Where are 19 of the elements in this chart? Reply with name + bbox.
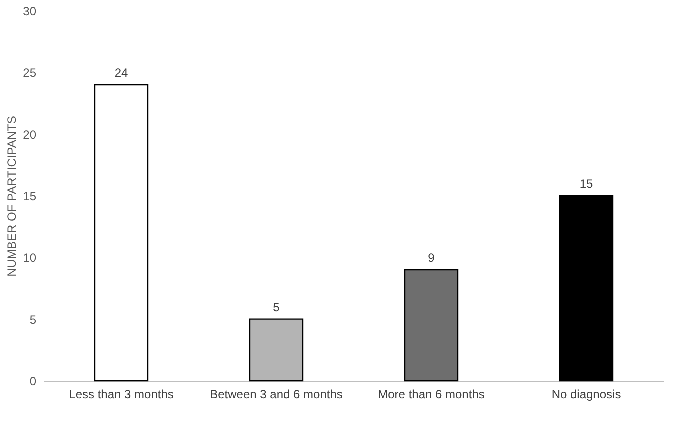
x-tick-label: No diagnosis — [552, 388, 622, 402]
bar — [94, 84, 149, 382]
y-tick-label: 30 — [23, 4, 37, 18]
data-label: 5 — [273, 300, 280, 314]
y-tick-label: 10 — [23, 251, 37, 266]
y-tick-label: 15 — [23, 190, 37, 204]
data-label: 24 — [114, 66, 128, 80]
data-label: 15 — [580, 177, 594, 191]
y-tick-label: 0 — [30, 374, 37, 388]
x-tick-label: Less than 3 months — [69, 388, 174, 402]
bar — [559, 195, 614, 382]
y-tick-label: 25 — [23, 66, 37, 80]
y-axis-title: NUMBER OF PARTICIPANTS — [5, 116, 20, 277]
data-label: 9 — [428, 251, 436, 265]
y-tick-label: 20 — [23, 128, 37, 142]
y-tick-label: 5 — [30, 312, 37, 327]
x-tick-label: More than 6 months — [378, 388, 485, 402]
x-tick-label: Between 3 and 6 months — [210, 388, 343, 402]
bar — [404, 269, 459, 382]
